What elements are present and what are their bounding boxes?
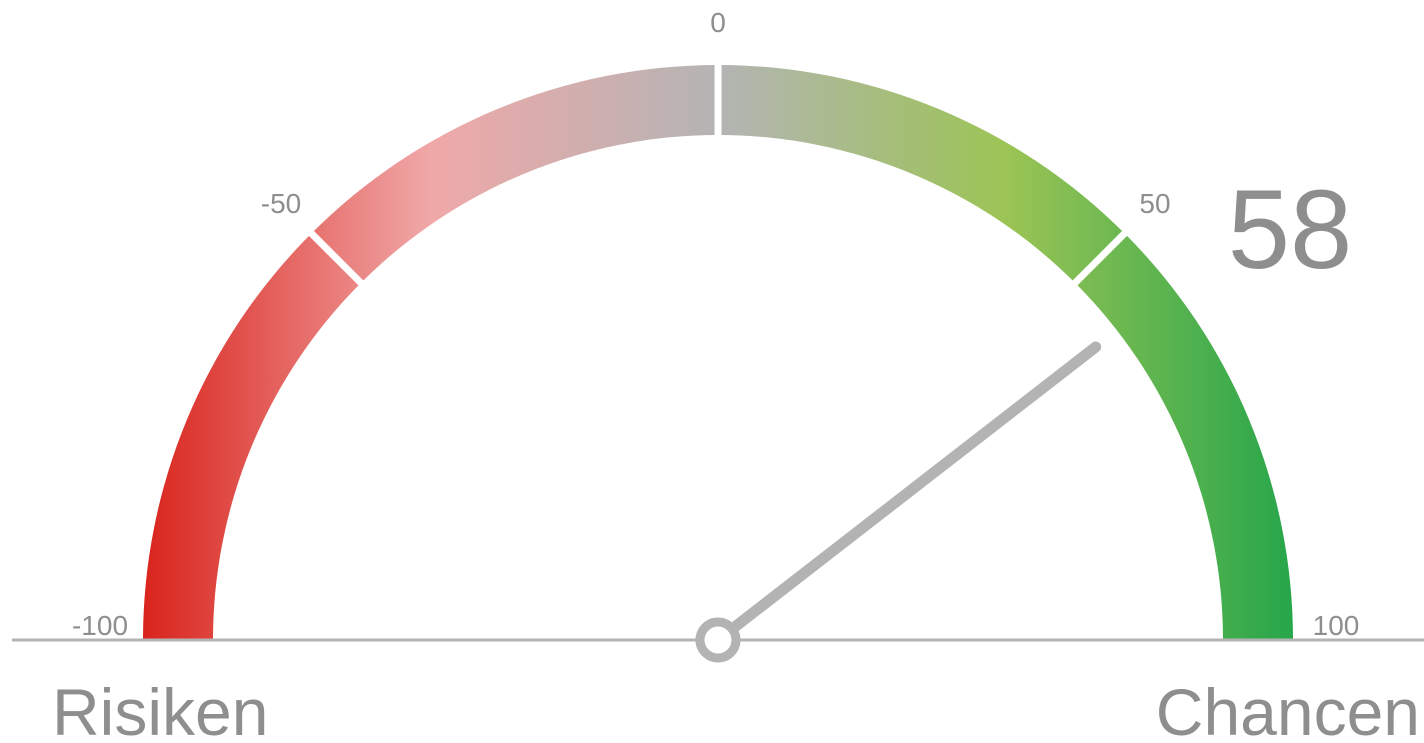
left-label: Risiken	[52, 675, 268, 743]
needle-pivot	[695, 617, 741, 663]
tick-label: 100	[1313, 610, 1360, 641]
tick-label: 0	[710, 7, 726, 38]
tick-label: 50	[1139, 188, 1170, 219]
gauge-arc	[143, 65, 1293, 640]
right-label: Chancen	[1156, 675, 1420, 743]
tick-separator	[307, 229, 365, 287]
value-label: 58	[1228, 167, 1353, 292]
needle	[726, 341, 1102, 635]
tick-label: -50	[261, 188, 301, 219]
tick-label: -100	[72, 610, 128, 641]
tick-separator	[1071, 229, 1129, 287]
